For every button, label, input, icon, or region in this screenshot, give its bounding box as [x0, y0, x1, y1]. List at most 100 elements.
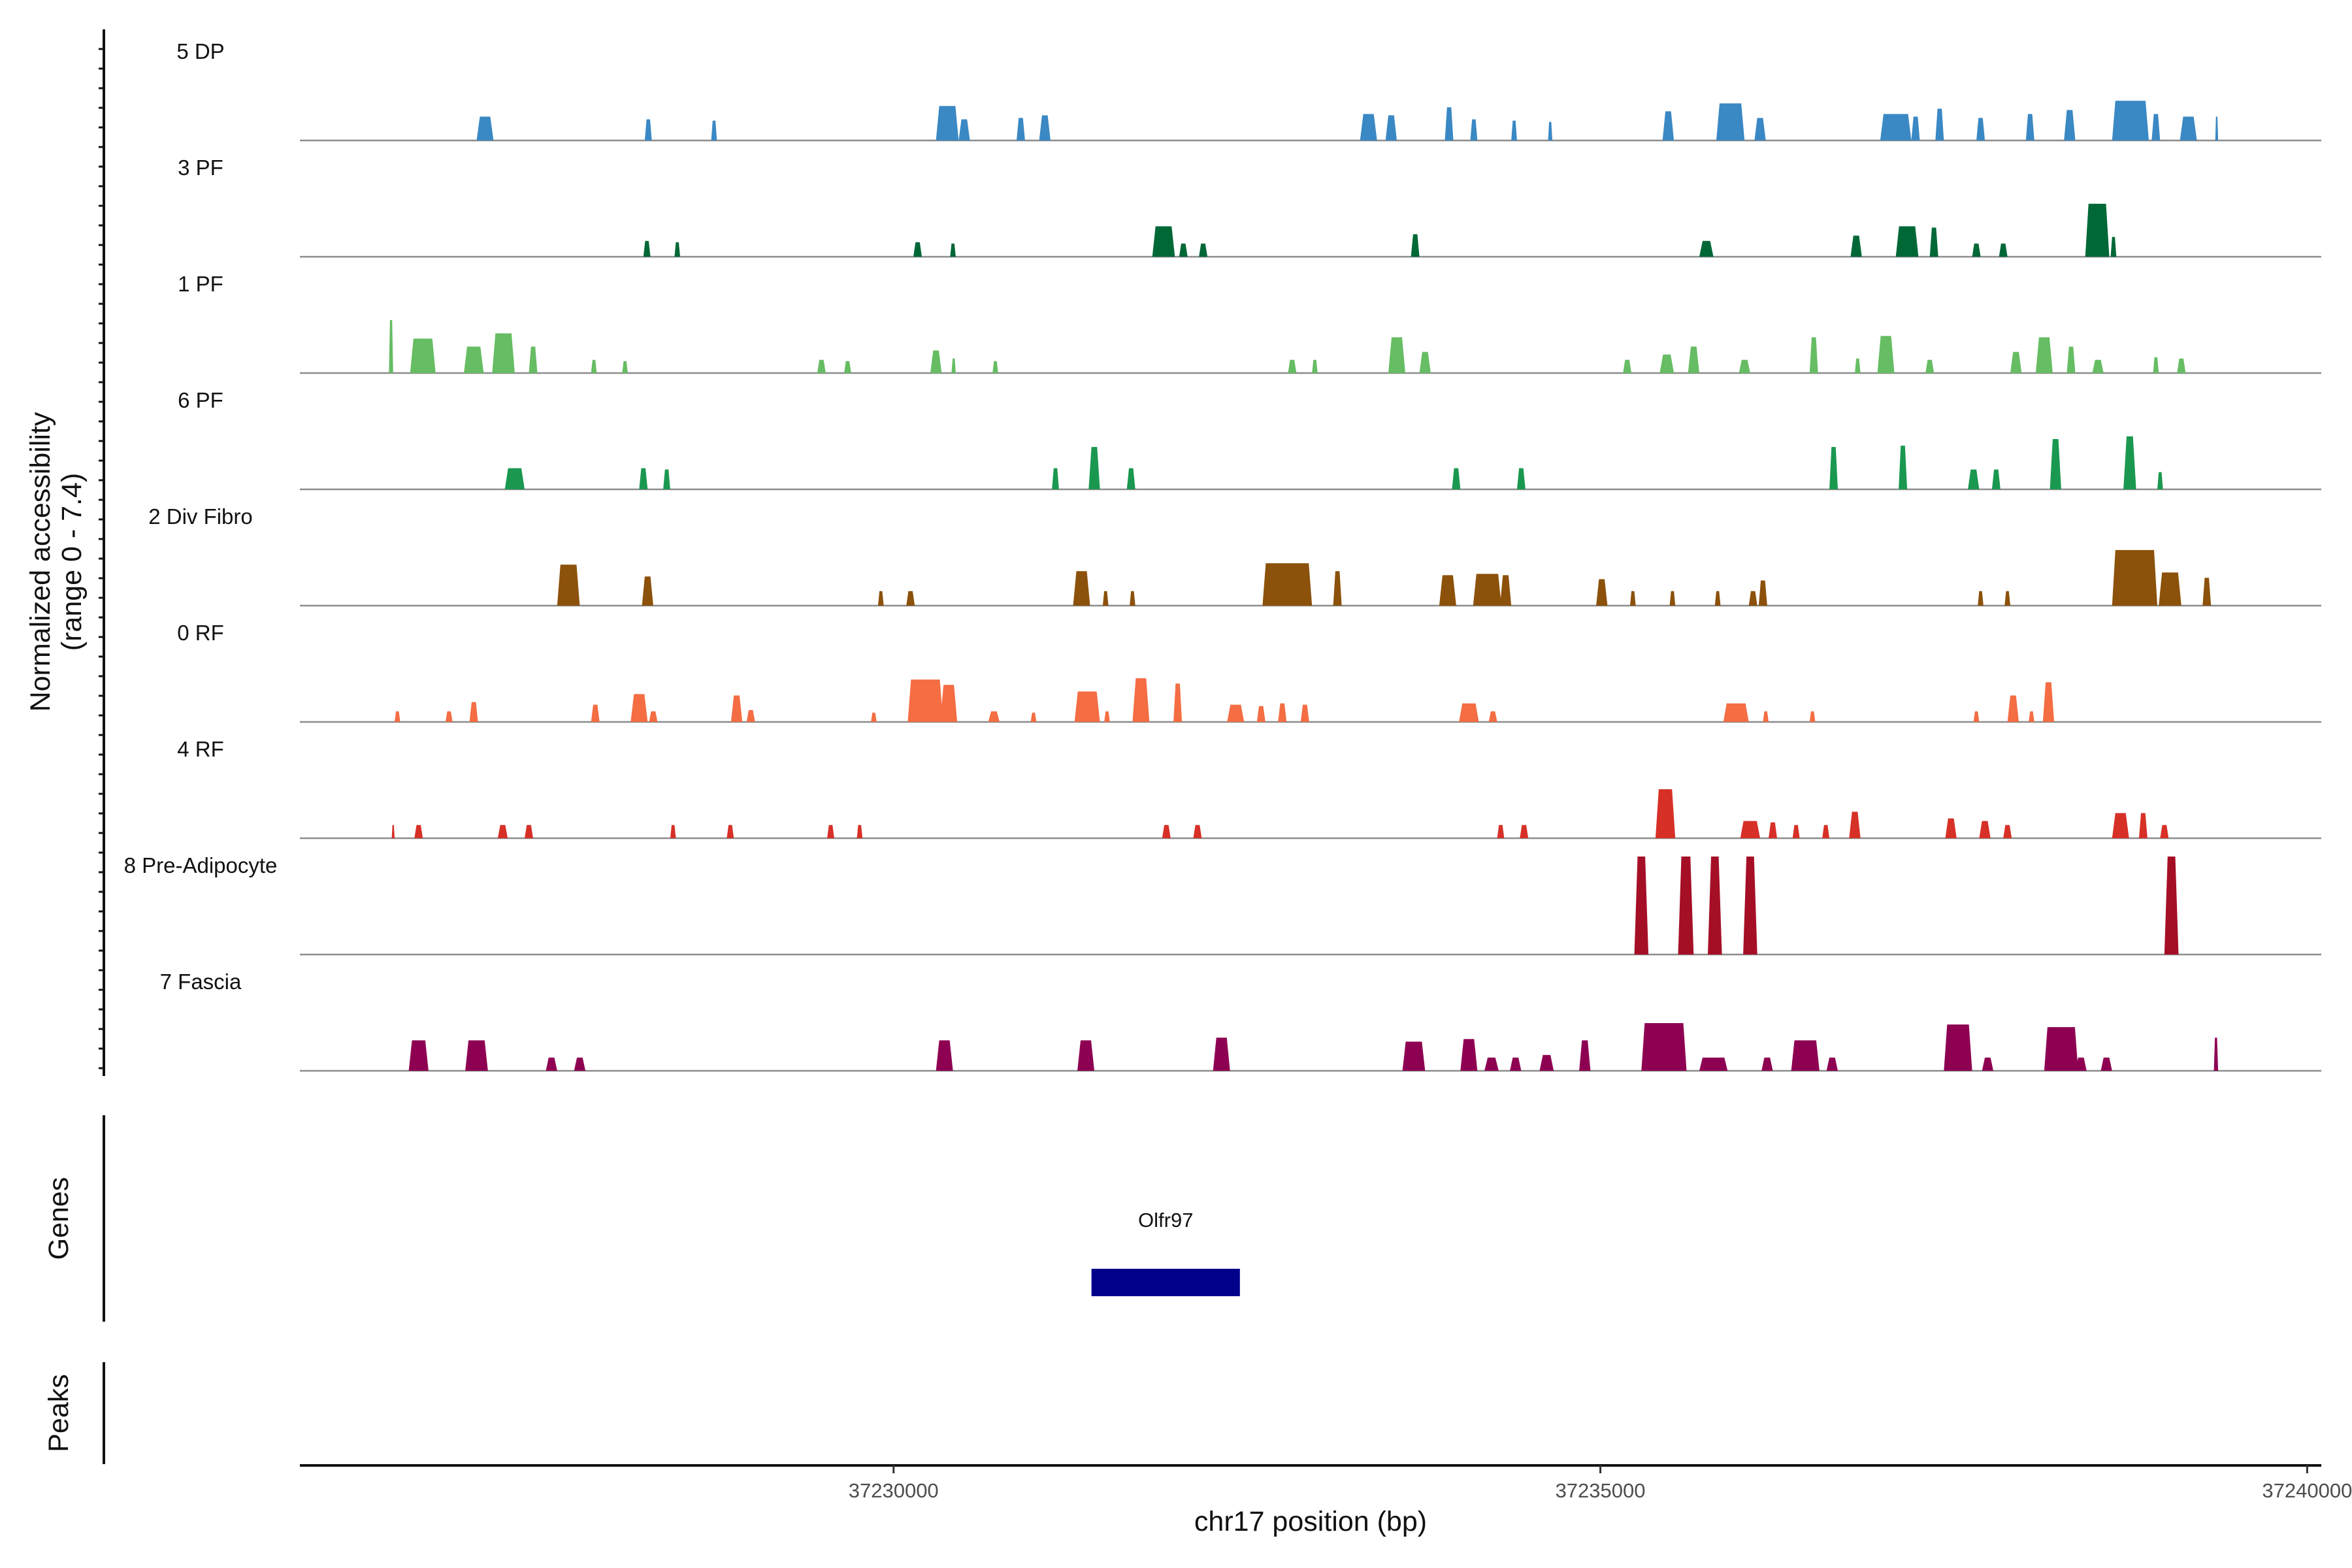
track-8-pre-adipocyte: 8 Pre-Adipocyte: [124, 853, 2321, 956]
coverage-peak: [1445, 107, 1454, 140]
coverage-peak: [988, 711, 1000, 722]
coverage-peak: [670, 825, 676, 838]
coverage-peak: [1925, 359, 1935, 373]
track-label: 0 RF: [177, 621, 224, 645]
coverage-peak: [2180, 116, 2197, 140]
coverage-peak: [497, 825, 508, 838]
coverage-peak: [1402, 1041, 1426, 1071]
coverage-peak: [730, 695, 743, 722]
x-tick-label: 37240000: [2262, 1479, 2352, 1502]
track-label: 3 PF: [178, 155, 223, 180]
y-axis-left: [99, 29, 105, 1076]
coverage-peak: [1459, 703, 1479, 722]
coverage-peak: [857, 825, 863, 838]
coverage-peak: [391, 825, 395, 838]
y-axis-title-line1: Normalized accessibility: [25, 412, 56, 711]
coverage-peak: [1822, 825, 1830, 838]
coverage-peak: [1030, 712, 1037, 722]
coverage-peak: [1516, 468, 1526, 489]
coverage-peak: [2112, 813, 2129, 838]
coverage-peak: [389, 319, 393, 373]
gene-body: [1091, 1269, 1240, 1296]
coverage-peak: [1470, 119, 1478, 140]
track-0-rf: 0 RF: [177, 621, 2321, 723]
coverage-peak: [525, 825, 533, 838]
coverage-peak: [1826, 1057, 1838, 1071]
coverage-peak: [1880, 114, 1912, 140]
coverage-peak: [1052, 468, 1059, 489]
coverage-peak: [2157, 472, 2163, 489]
coverage-peak: [2151, 114, 2161, 140]
coverage-peak: [951, 358, 956, 373]
coverage-peak: [1708, 857, 1722, 955]
coverage-peak: [2112, 101, 2149, 140]
coverage-peak: [1655, 789, 1676, 838]
coverage-peak: [2085, 203, 2110, 257]
coverage-peak: [1179, 243, 1188, 257]
coverage-peak: [2035, 337, 2053, 373]
coverage-peak: [1623, 359, 1632, 373]
coverage-peak: [1968, 469, 1980, 489]
track-label: 8 Pre-Adipocyte: [124, 853, 278, 877]
coverage-peak: [469, 702, 478, 722]
coverage-peak: [1227, 704, 1245, 722]
coverage-peak: [504, 468, 525, 489]
coverage-peak: [1073, 571, 1090, 606]
coverage-peak: [1944, 1024, 1972, 1071]
gene-label: Olfr97: [1138, 1209, 1193, 1232]
coverage-peak: [1419, 351, 1431, 373]
coverage-peak: [639, 468, 648, 489]
coverage-peak: [1791, 1040, 1820, 1071]
coverage-peak: [622, 361, 628, 373]
coverage-peak: [1716, 103, 1745, 140]
coverage-peak: [1754, 118, 1766, 140]
coverage-peak: [711, 120, 717, 140]
coverage-peak: [2213, 1037, 2219, 1071]
coverage-peak: [643, 240, 651, 257]
coverage-peak: [1213, 1037, 1230, 1071]
coverage-peak: [2100, 1057, 2112, 1071]
coverage-peak: [2010, 351, 2022, 373]
coverage-peak: [1743, 857, 1757, 955]
x-tick-label: 37235000: [1556, 1479, 1646, 1502]
track-7-fascia: 7 Fascia: [160, 970, 2321, 1072]
coverage-peak: [529, 346, 538, 373]
track-label: 1 PF: [178, 272, 223, 296]
coverage-peak: [2159, 572, 2181, 606]
coverage-peak: [1499, 575, 1512, 606]
coverage-peak: [2138, 813, 2148, 838]
coverage-peak: [1039, 115, 1051, 140]
coverage-peak: [940, 685, 958, 722]
coverage-peak: [2044, 1027, 2078, 1071]
coverage-peak: [1256, 706, 1266, 722]
track-2-div-fibro: 2 Div Fibro: [148, 504, 2321, 607]
coverage-peak: [1761, 1057, 1773, 1071]
coverage-peak: [1300, 704, 1309, 722]
coverage-peak: [2123, 436, 2136, 489]
coverage-peak: [1809, 337, 1818, 373]
coverage-peak: [1088, 447, 1100, 489]
coverage-peak: [1850, 235, 1862, 257]
coverage-peak: [1473, 574, 1502, 606]
coverage-peak: [1763, 711, 1769, 722]
x-tick-label: 37230000: [849, 1479, 939, 1502]
coverage-peak: [1982, 1057, 1993, 1071]
genes-panel: Olfr97: [1091, 1209, 1240, 1296]
coverage-peak: [1699, 240, 1714, 257]
coverage-peak: [674, 242, 680, 257]
coverage-peak: [1935, 108, 1944, 140]
coverage-peak: [414, 825, 423, 838]
coverage-peak: [1278, 703, 1287, 722]
coverage-peak: [1973, 711, 1980, 722]
coverage-peak: [557, 564, 580, 606]
coverage-peak: [1126, 468, 1135, 489]
coverage-peak: [464, 346, 484, 373]
coverage-peak: [1579, 1040, 1591, 1071]
coverage-peak: [2075, 1057, 2087, 1071]
coverage-peak: [1678, 857, 1694, 955]
coverage-peak: [2066, 346, 2076, 373]
coverage-peak: [936, 1040, 953, 1071]
coverage-peak: [1849, 811, 1861, 838]
coverage-peak: [1723, 703, 1749, 722]
